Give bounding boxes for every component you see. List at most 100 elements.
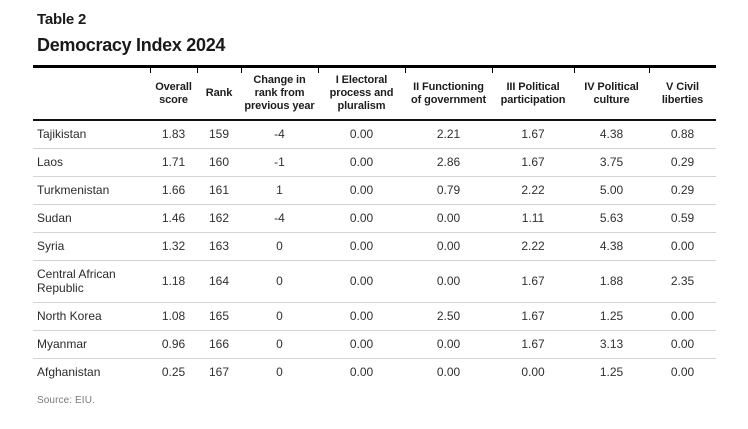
value-cell: 161 [197, 176, 241, 205]
value-cell: 163 [197, 232, 241, 261]
value-cell: 1.67 [492, 330, 574, 359]
value-cell: 167 [197, 358, 241, 386]
value-cell: 0.00 [318, 260, 405, 303]
column-header-country [33, 67, 150, 121]
value-cell: 0.00 [405, 204, 492, 233]
value-cell: 5.63 [574, 204, 649, 233]
value-cell: -1 [241, 148, 318, 177]
column-header: V Civil liberties [661, 80, 704, 106]
column-divider-tick [649, 68, 650, 73]
value-cell: 1.32 [150, 232, 197, 261]
country-cell: Afghanistan [33, 358, 150, 386]
column-divider-tick [574, 68, 575, 73]
value-cell: 0 [241, 232, 318, 261]
value-cell: 162 [197, 204, 241, 233]
table-number-label: Table 2 [37, 11, 87, 28]
value-cell: 0.00 [318, 232, 405, 261]
value-cell: 0.88 [670, 127, 695, 141]
value-cell: 1.11 [492, 204, 574, 233]
value-cell: 1.25 [574, 302, 649, 331]
column-divider-tick [241, 68, 242, 73]
table-row: North Korea 1.08 165 0 0.00 2.50 1.67 1.25 0.00 [33, 302, 716, 331]
value-cell: 160 [197, 148, 241, 177]
value-cell: 159 [208, 127, 230, 141]
column-header: I Electoral process and pluralism [329, 74, 394, 112]
value-cell: 0.00 [492, 358, 574, 386]
value-cell: 2.21 [436, 127, 461, 141]
country-cell: Central African Republic [33, 260, 150, 303]
value-cell: 0.00 [405, 358, 492, 386]
value-cell: 0.00 [649, 302, 716, 331]
source-note: Source: EIU. [37, 395, 95, 406]
value-cell: 166 [197, 330, 241, 359]
value-cell: 1.67 [492, 260, 574, 303]
value-cell: 2.22 [492, 176, 574, 205]
value-cell: 2.35 [649, 260, 716, 303]
value-cell: 0.00 [349, 127, 374, 141]
value-cell: 0.00 [318, 176, 405, 205]
country-cell: Sudan [33, 204, 150, 233]
value-cell: 164 [197, 260, 241, 303]
country-cell: North Korea [33, 302, 150, 331]
value-cell: 1.18 [150, 260, 197, 303]
table-row: Sudan 1.46 162 -4 0.00 0.00 1.11 5.63 0.59 [33, 204, 716, 233]
value-cell: 4.38 [574, 232, 649, 261]
column-header: Change in rank from previous year [244, 74, 315, 112]
table-row: Myanmar 0.96 166 0 0.00 0.00 1.67 3.13 0.00 [33, 330, 716, 359]
democracy-index-table-wrap: Overall score Rank Change in rank from pre… [33, 65, 716, 386]
column-divider-tick [197, 68, 198, 73]
value-cell: 1.25 [574, 358, 649, 386]
value-cell: 0.29 [649, 176, 716, 205]
table-row: Central African Republic 1.18 164 0 0.00 0.00… [33, 260, 716, 303]
value-cell: 0 [241, 330, 318, 359]
value-cell: 2.50 [405, 302, 492, 331]
value-cell: 1.67 [492, 302, 574, 331]
value-cell: 0 [241, 302, 318, 331]
value-cell: 5.00 [574, 176, 649, 205]
value-cell: 0 [241, 358, 318, 386]
value-cell: 0.00 [318, 148, 405, 177]
value-cell: 1.08 [150, 302, 197, 331]
value-cell: 0 [241, 260, 318, 303]
page-title: Democracy Index 2024 [37, 35, 226, 55]
value-cell: 1.46 [150, 204, 197, 233]
value-cell: 0.59 [649, 204, 716, 233]
value-cell: 4.38 [599, 127, 624, 141]
page: Table 2 Democracy Index 2024 Overall sco… [0, 11, 748, 429]
value-cell: 0.00 [318, 204, 405, 233]
value-cell: 2.22 [492, 232, 574, 261]
value-cell: -4 [241, 204, 318, 233]
table-row: Laos 1.71 160 -1 0.00 2.86 1.67 3.75 0.29 [33, 148, 716, 177]
value-cell: 0.00 [405, 260, 492, 303]
value-cell: 1.71 [150, 148, 197, 177]
value-cell: 1.88 [574, 260, 649, 303]
value-cell: 0.00 [405, 232, 492, 261]
table-header-row: Overall score Rank Change in rank from pre… [33, 66, 716, 121]
value-cell: 0.29 [649, 148, 716, 177]
table-row: Turkmenistan 1.66 161 1 0.00 0.79 2.22 5.00 0.29 [33, 176, 716, 205]
value-cell: 0.00 [318, 358, 405, 386]
column-divider-tick [150, 68, 151, 73]
value-cell: 1 [241, 176, 318, 205]
column-header: II Functioning of government [410, 80, 487, 106]
column-divider-tick [492, 68, 493, 73]
country-cell: Laos [33, 148, 150, 177]
table-row: Afghanistan 0.25 167 0 0.00 0.00 0.00 1.25 0.00 [33, 358, 716, 386]
democracy-index-table: Overall score Rank Change in rank from pre… [33, 65, 716, 386]
column-divider-tick [405, 68, 406, 73]
value-cell: 1.83 [161, 127, 186, 141]
value-cell: 0.00 [649, 330, 716, 359]
country-cell: Turkmenistan [33, 176, 150, 205]
column-header: Overall score [155, 80, 192, 106]
value-cell: 0.00 [318, 330, 405, 359]
value-cell: 1.67 [492, 148, 574, 177]
value-cell: 1.66 [150, 176, 197, 205]
country-cell: Tajikistan [37, 127, 87, 141]
value-cell: 0.25 [150, 358, 197, 386]
column-divider-tick [318, 68, 319, 73]
table-row: Syria 1.32 163 0 0.00 0.00 2.22 4.38 0.00 [33, 232, 716, 261]
value-cell: -4 [274, 127, 285, 141]
value-cell: 0.00 [318, 302, 405, 331]
column-header: IV Political culture [584, 80, 639, 106]
column-header: Rank [205, 87, 233, 99]
